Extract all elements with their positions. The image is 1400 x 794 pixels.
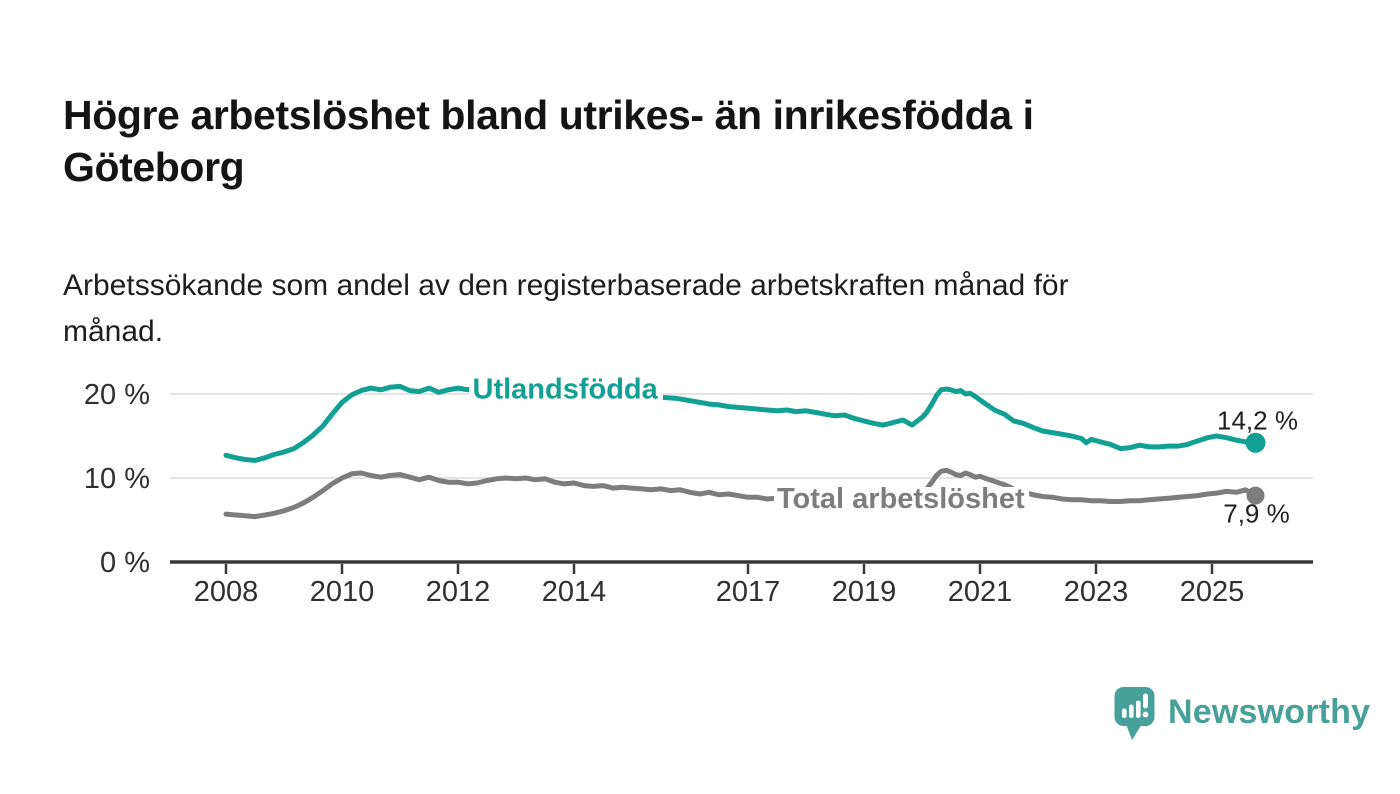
series-label-utlandsfodda: Utlandsfödda: [473, 374, 659, 406]
series-label-halo: [774, 487, 1028, 511]
newsworthy-logo-icon: [1114, 687, 1155, 740]
series-line-utlandsfodda: [223, 383, 1258, 463]
page-subtitle: Arbetssökande som andel av den registerb…: [63, 263, 1069, 355]
page-subtitle-line-2: månad.: [63, 315, 164, 348]
series-label-total-arbetsloshet: Total arbetslöshet: [777, 483, 1025, 515]
x-axis-tick-label: 2012: [426, 576, 491, 608]
newsworthy-wordmark: Newsworthy: [1168, 693, 1371, 731]
series-end-dot-total-arbetsloshet: [1246, 486, 1265, 505]
page-title-line-2: Göteborg: [63, 144, 245, 191]
logo-bubble: [1114, 687, 1155, 726]
y-axis-tick-label: 10 %: [84, 463, 150, 495]
logo-exclamation-dot: [1142, 711, 1149, 718]
newsworthy-branding: Newsworthy: [1114, 686, 1370, 742]
logo-bar-3: [1136, 700, 1141, 718]
logo-bar-2: [1129, 704, 1134, 718]
page-title: Högre arbetslöshet bland utrikes- än inr…: [63, 89, 1034, 193]
logo-exclamation-stem: [1143, 693, 1148, 709]
x-axis-tick-label: 2019: [832, 576, 897, 608]
x-axis-tick-label: 2008: [194, 576, 259, 608]
logo-bar-1: [1122, 708, 1127, 718]
series-line-total-arbetsloshet: [223, 467, 1258, 520]
y-axis-tick-label: 20 %: [84, 379, 150, 411]
series-end-dot-utlandsfodda: [1245, 432, 1266, 453]
x-axis-tick-label: 2017: [716, 576, 781, 608]
logo-bubble-tail: [1126, 724, 1142, 740]
x-axis-tick-label: 2025: [1180, 576, 1245, 608]
series-end-value-label: 7,9 %: [1223, 499, 1290, 529]
series-label-halo: [469, 377, 662, 402]
page-title-line-1: Högre arbetslöshet bland utrikes- än inr…: [63, 92, 1034, 139]
x-axis-tick-label: 2010: [310, 576, 375, 608]
x-axis-tick-label: 2023: [1064, 576, 1129, 608]
x-axis-tick-label: 2014: [542, 576, 607, 608]
page-subtitle-line-1: Arbetssökande som andel av den registerb…: [63, 269, 1069, 302]
x-axis-tick-label: 2021: [948, 576, 1013, 608]
y-axis-tick-label: 0 %: [100, 547, 150, 579]
series-end-value-label: 14,2 %: [1217, 406, 1298, 436]
